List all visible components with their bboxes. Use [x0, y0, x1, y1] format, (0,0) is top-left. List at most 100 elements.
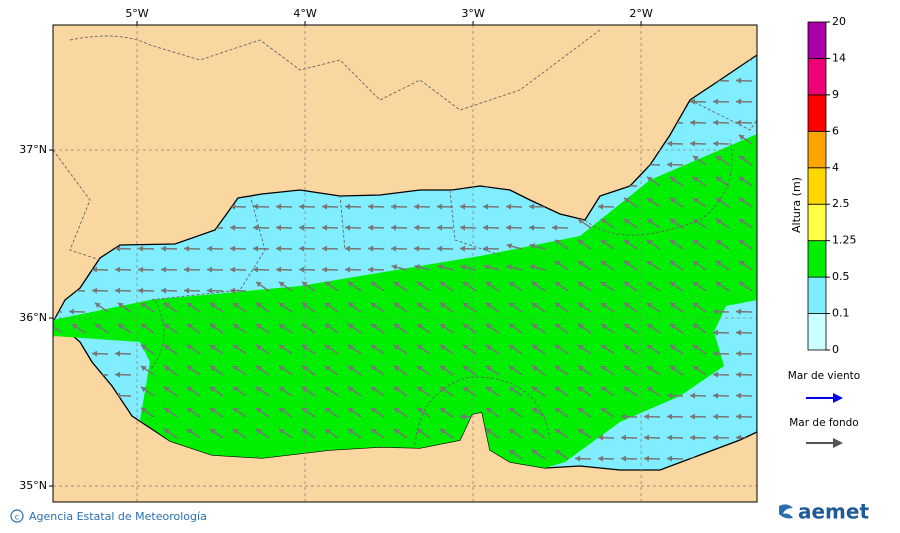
arrow-head: [161, 266, 167, 273]
arrow-head: [255, 302, 262, 309]
arrow-head: [370, 386, 377, 393]
arrow-head: [715, 239, 722, 246]
arrow-head: [255, 407, 262, 414]
arrow-head: [276, 203, 282, 210]
arrow-head: [600, 344, 607, 351]
arrow-head: [692, 176, 699, 183]
arrow-head: [531, 344, 538, 351]
arrow-head: [416, 428, 423, 435]
arrow-head: [508, 449, 515, 456]
arrow-head: [600, 218, 607, 225]
axis-labels: 5°W 4°W 3°W 2°W 37°N 36°N 35°N: [19, 7, 653, 492]
arrow-head: [667, 140, 673, 147]
arrow-head: [345, 203, 351, 210]
arrow-head: [163, 428, 170, 435]
arrow-head: [529, 203, 535, 210]
arrow-head: [460, 224, 466, 231]
arrow-head: [692, 323, 699, 330]
colorbar-bin: [807, 203, 827, 242]
arrow-head: [669, 218, 676, 225]
arrow-head: [232, 428, 239, 435]
arrow-head: [485, 407, 492, 414]
arrow-head: [345, 245, 351, 252]
arrow-head: [439, 428, 446, 435]
arrow-head: [209, 386, 216, 393]
arrow-head: [184, 245, 190, 252]
copyright-icon: [10, 509, 24, 523]
arrow-head: [715, 155, 722, 162]
arrow-head: [439, 407, 446, 414]
arrow-head: [138, 245, 144, 252]
arrow-head: [393, 302, 400, 309]
arrow-head: [391, 264, 398, 271]
arrow-head: [646, 260, 653, 267]
high-sea-zone: [53, 134, 757, 468]
arrow-head: [138, 266, 144, 273]
arrow-head: [94, 302, 101, 309]
arrow-head: [46, 225, 51, 231]
arrow-head: [347, 386, 354, 393]
arrow-head: [736, 308, 742, 315]
arrow-head: [46, 372, 51, 378]
arrow-head: [393, 281, 400, 288]
arrow-head: [393, 365, 400, 372]
arrow-head: [322, 224, 328, 231]
arrow-head: [370, 323, 377, 330]
arrow-head: [692, 197, 699, 204]
arrow-head: [46, 435, 51, 441]
arrow-head: [531, 428, 538, 435]
arrow-head: [439, 323, 446, 330]
arrow-head: [529, 224, 535, 231]
arrow-head: [439, 344, 446, 351]
arrow-head: [370, 428, 377, 435]
arrow-head: [299, 203, 305, 210]
arrow-head: [577, 260, 584, 267]
graticule: [53, 25, 757, 502]
arrow-head: [299, 245, 305, 252]
arrow-head: [554, 386, 561, 393]
x-tick-label: 5°W: [125, 7, 148, 20]
arrow-head: [416, 344, 423, 351]
arrow-head: [460, 245, 466, 252]
arrow-head: [46, 456, 51, 462]
arrow-head: [163, 302, 170, 309]
arrow-head: [347, 323, 354, 330]
arrow-head: [161, 245, 167, 252]
arrow-head: [738, 176, 745, 183]
arrow-head: [186, 407, 193, 414]
arrow-head: [347, 428, 354, 435]
arrow-head: [347, 344, 354, 351]
arrow-head: [324, 281, 331, 288]
arrow-head: [370, 407, 377, 414]
arrow-head: [577, 344, 584, 351]
arrow-head: [577, 218, 584, 225]
arrow-head: [715, 281, 722, 288]
arrow-head: [301, 344, 308, 351]
arrow-head: [278, 407, 285, 414]
arrow-head: [623, 386, 630, 393]
y-tick-label: 36°N: [19, 311, 47, 324]
colorbar-bin: [807, 313, 827, 351]
agency-name: Agencia Estatal de Meteorología: [29, 510, 207, 523]
arrow-head: [692, 344, 699, 351]
arrow-head: [531, 386, 538, 393]
arrow-head: [554, 260, 561, 267]
arrow-head: [667, 455, 673, 462]
colorbar-label: 0: [832, 343, 839, 356]
arrow-head: [163, 407, 170, 414]
arrow-head: [46, 204, 51, 210]
arrow-head: [278, 428, 285, 435]
arrow-head: [713, 413, 719, 420]
arrow-head: [713, 329, 719, 336]
arrow-head: [186, 386, 193, 393]
arrow-head: [278, 365, 285, 372]
arrow-head: [713, 371, 719, 378]
arrow-head: [46, 57, 51, 63]
arrow-head: [140, 344, 147, 351]
arrow-head: [253, 203, 259, 210]
colorbar-bin: [807, 240, 827, 278]
arrow-head: [646, 239, 653, 246]
arrow-head: [416, 302, 423, 309]
arrow-head: [46, 414, 51, 420]
arrow-head: [485, 281, 492, 288]
